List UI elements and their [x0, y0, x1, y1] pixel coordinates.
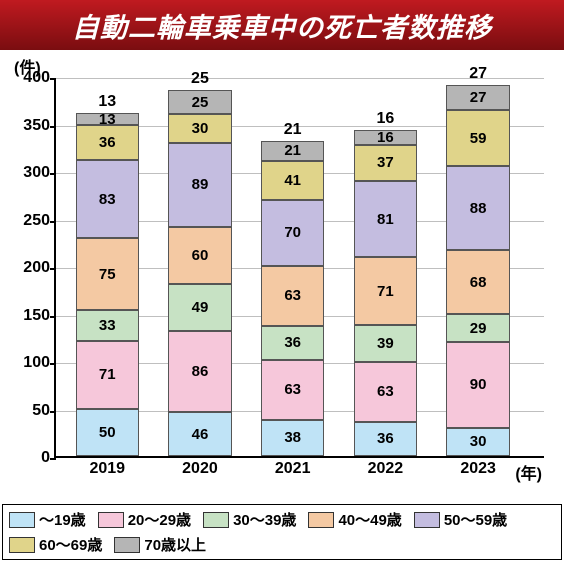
y-tick-label: 350: [23, 117, 56, 135]
bar-top-label: 27: [469, 65, 487, 85]
legend-swatch: [98, 512, 124, 528]
x-tick-label: 2023: [460, 456, 496, 478]
legend-label: 60～69歳: [39, 534, 102, 555]
bar-segment: 30: [168, 114, 231, 143]
legend-item: 30～39歳: [203, 509, 296, 530]
bar-column: 3663397181371616: [354, 130, 417, 456]
y-tick-label: 300: [23, 164, 56, 182]
bar-segment: 50: [76, 409, 139, 457]
x-tick-label: 2020: [182, 456, 218, 478]
bar-segment: 46: [168, 412, 231, 456]
x-tick-label: 2022: [368, 456, 404, 478]
bar-segment: 89: [168, 143, 231, 228]
legend-swatch: [414, 512, 440, 528]
bar-segment: 39: [354, 325, 417, 362]
bar-segment: 36: [76, 125, 139, 159]
legend-swatch: [203, 512, 229, 528]
bar-segment: 75: [76, 238, 139, 309]
legend-label: 70歳以上: [144, 534, 206, 555]
legend-label: 30～39歳: [233, 509, 296, 530]
bar-segment: 27: [446, 85, 509, 111]
bar-column: 3863366370412121: [261, 141, 324, 456]
legend: ～19歳 20～29歳 30～39歳 40～49歳 50～59歳 60～69歳 70歳以上: [2, 504, 562, 560]
bar-segment: 29: [446, 314, 509, 342]
legend-item: ～19歳: [9, 509, 86, 530]
bar-column: 5071337583361313: [76, 113, 139, 456]
bar-top-label: 21: [284, 121, 302, 141]
bar-segment: 60: [168, 227, 231, 284]
bar-segment: 71: [76, 341, 139, 408]
bar-segment: 36: [261, 326, 324, 360]
legend-item: 20～29歳: [98, 509, 191, 530]
legend-swatch: [9, 537, 35, 553]
legend-swatch: [9, 512, 35, 528]
bar-segment: 90: [446, 342, 509, 428]
legend-item: 70歳以上: [114, 534, 206, 555]
bar-segment: 63: [261, 266, 324, 326]
legend-swatch: [114, 537, 140, 553]
bar-top-label: 16: [376, 110, 394, 130]
bar-segment: 68: [446, 250, 509, 315]
bar-segment: 25: [168, 90, 231, 114]
bar-segment: 49: [168, 284, 231, 331]
chart-title: 自動二輪車乗車中の死亡者数推移: [0, 0, 564, 50]
bar-segment: 36: [354, 422, 417, 456]
y-tick-label: 250: [23, 212, 56, 230]
y-tick-label: 0: [41, 449, 56, 467]
bar-segment: 83: [76, 160, 139, 239]
y-tick-label: 400: [23, 69, 56, 87]
legend-item: 60～69歳: [9, 534, 102, 555]
bar-top-label: 13: [98, 93, 116, 113]
x-axis-unit: (年): [515, 456, 542, 484]
y-tick-label: 150: [23, 307, 56, 325]
bar-column: 4686496089302525: [168, 90, 231, 456]
chart-area: (件) (年) 05010015020025030035040050713375…: [0, 50, 564, 500]
bar-segment: 37: [354, 145, 417, 180]
y-tick-label: 100: [23, 354, 56, 372]
bar-segment: 30: [446, 428, 509, 457]
x-tick-label: 2021: [275, 456, 311, 478]
bar-segment: 71: [354, 257, 417, 324]
bar-segment: 70: [261, 200, 324, 267]
legend-label: 40～49歳: [338, 509, 401, 530]
bar-segment: 13: [76, 113, 139, 125]
x-tick-label: 2019: [89, 456, 125, 478]
legend-item: 50～59歳: [414, 509, 507, 530]
legend-swatch: [308, 512, 334, 528]
legend-label: 20～29歳: [128, 509, 191, 530]
legend-item: 40～49歳: [308, 509, 401, 530]
legend-label: 50～59歳: [444, 509, 507, 530]
bar-segment: 88: [446, 166, 509, 250]
y-tick-label: 200: [23, 259, 56, 277]
legend-label: ～19歳: [39, 509, 86, 530]
bar-segment: 59: [446, 110, 509, 166]
bar-segment: 16: [354, 130, 417, 145]
bar-segment: 63: [354, 362, 417, 422]
bar-segment: 38: [261, 420, 324, 456]
bar-segment: 63: [261, 360, 324, 420]
bar-segment: 81: [354, 181, 417, 258]
bar-top-label: 25: [191, 70, 209, 90]
plot-region: (年) 050100150200250300350400507133758336…: [54, 78, 544, 458]
bar-segment: 33: [76, 310, 139, 341]
bar-segment: 21: [261, 141, 324, 161]
y-tick-label: 50: [32, 402, 56, 420]
bar-column: 3090296888592727: [446, 85, 509, 456]
bar-segment: 41: [261, 161, 324, 200]
bar-segment: 86: [168, 331, 231, 413]
